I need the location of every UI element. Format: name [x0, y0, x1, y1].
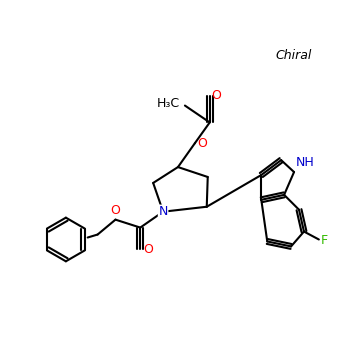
Text: NH: NH [296, 156, 315, 169]
Text: F: F [321, 234, 328, 247]
Text: Chiral: Chiral [276, 49, 312, 62]
Text: N: N [159, 205, 168, 218]
Text: O: O [111, 204, 120, 217]
Text: O: O [143, 243, 153, 256]
Text: O: O [197, 137, 207, 150]
Text: H₃C: H₃C [157, 97, 180, 110]
Text: O: O [212, 89, 222, 102]
